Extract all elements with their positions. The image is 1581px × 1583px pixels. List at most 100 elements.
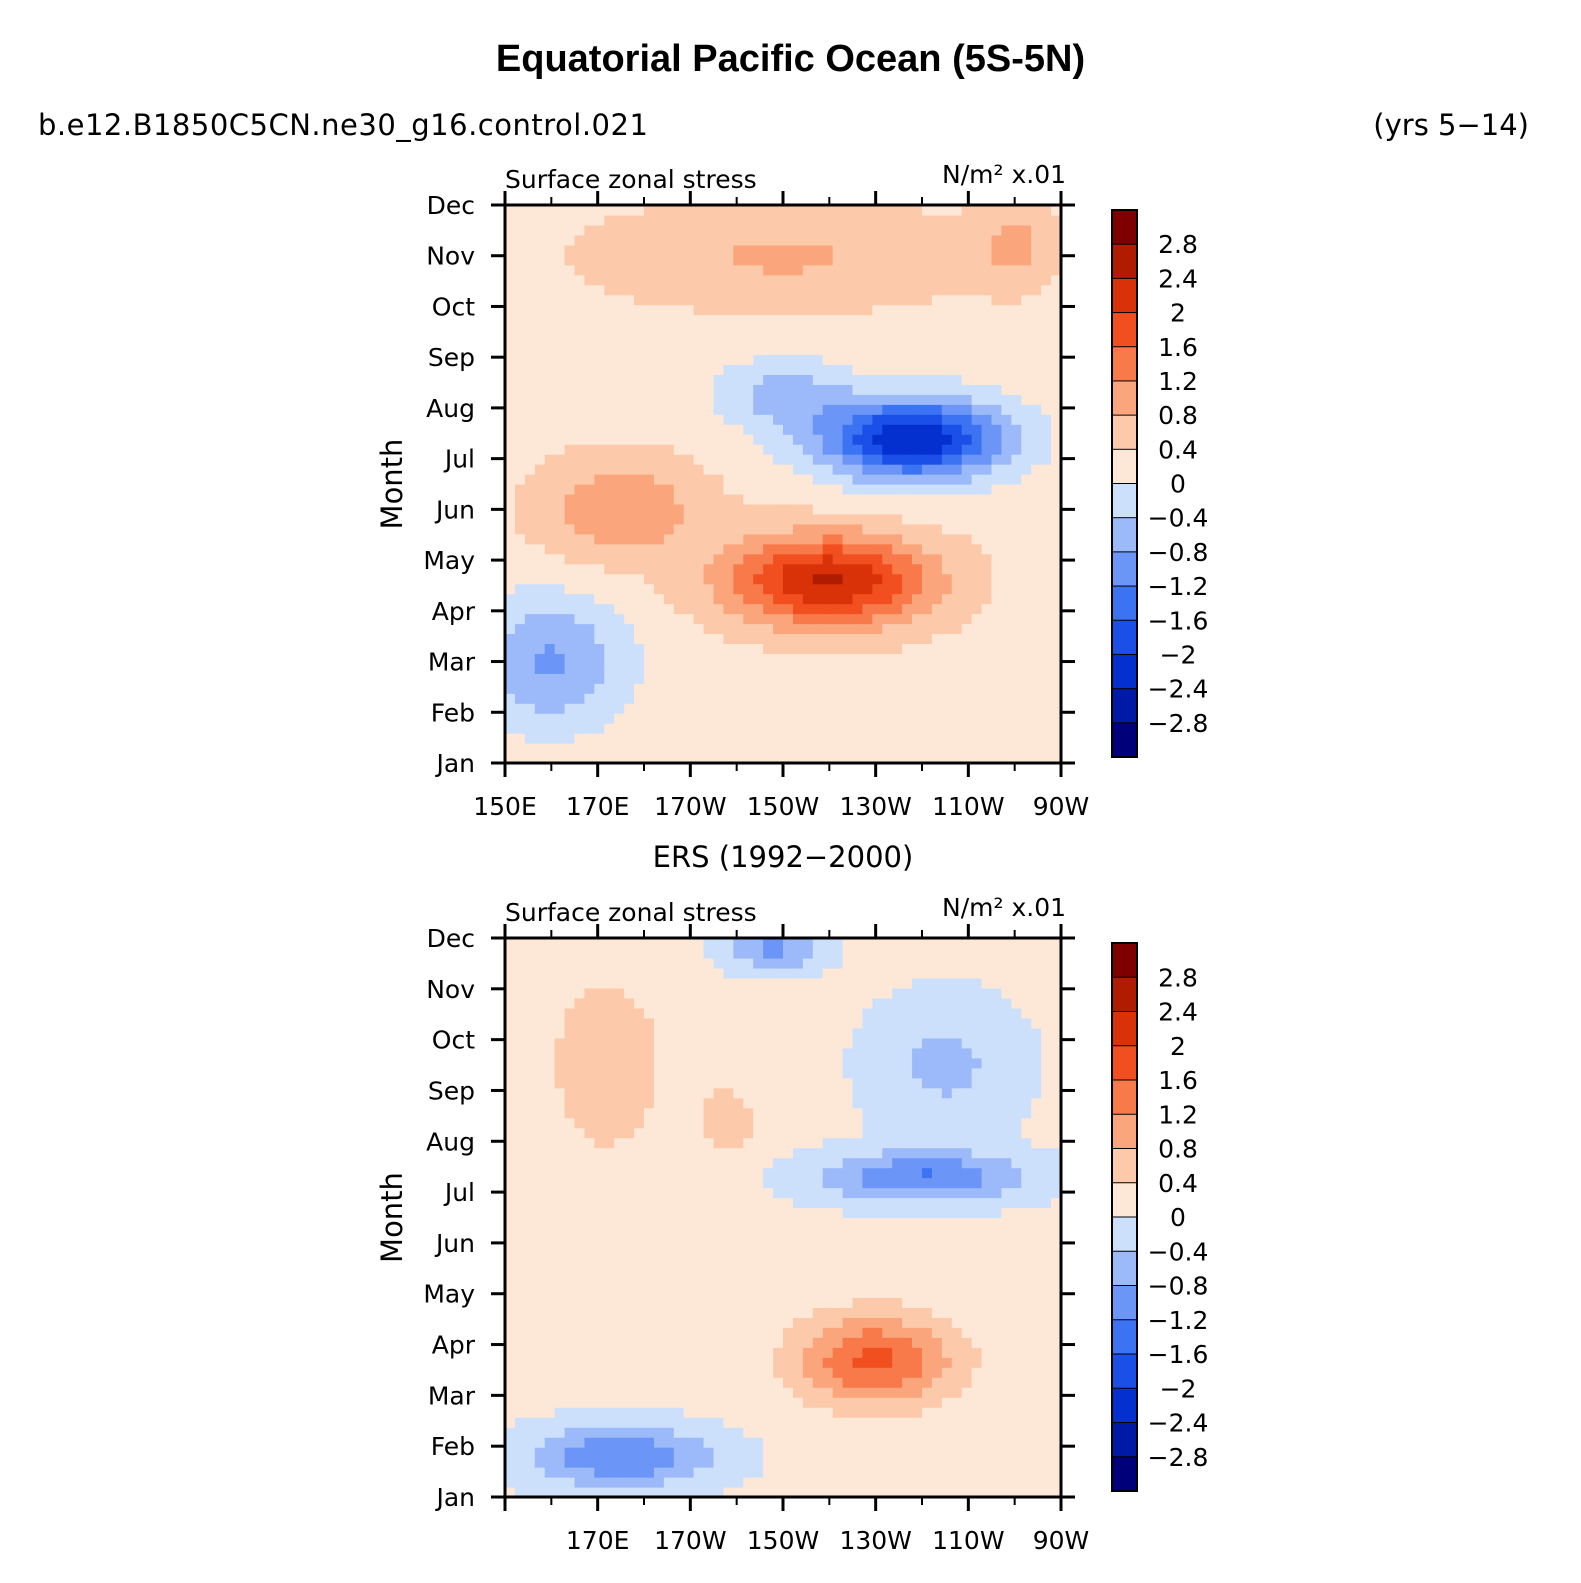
- field-cell: [931, 394, 943, 405]
- field-cell: [763, 1167, 774, 1179]
- field-cell: [544, 673, 556, 684]
- field-cell: [653, 573, 665, 585]
- field-cell: [713, 1017, 725, 1029]
- field-cell: [713, 957, 725, 969]
- field-cell: [1001, 364, 1012, 375]
- field-cell: [683, 523, 695, 535]
- field-cell: [653, 503, 665, 515]
- field-cell: [554, 1417, 566, 1428]
- field-cell: [574, 434, 586, 445]
- field-cell: [951, 743, 963, 754]
- field-cell: [783, 533, 794, 545]
- field-cell: [505, 214, 516, 226]
- field-cell: [524, 633, 536, 645]
- field-cell: [544, 1207, 556, 1219]
- field-cell: [524, 523, 536, 535]
- field-cell: [733, 394, 744, 405]
- colorbar-label: 1.2: [1158, 367, 1198, 396]
- field-cell: [961, 583, 973, 595]
- field-cell: [832, 623, 844, 635]
- field-cell: [604, 723, 615, 734]
- field-cell: [574, 1007, 586, 1019]
- field-cell: [783, 1087, 794, 1099]
- field-cell: [524, 1387, 536, 1398]
- field-cell: [773, 1347, 784, 1358]
- field-cell: [842, 324, 854, 336]
- field-cell: [872, 264, 883, 276]
- field-cell: [792, 1287, 804, 1298]
- field-cell: [872, 713, 883, 724]
- field-cell: [703, 938, 715, 949]
- field-cell: [862, 613, 873, 625]
- field-cell: [723, 1267, 734, 1278]
- field-cell: [802, 1257, 814, 1269]
- field-cell: [584, 334, 595, 346]
- field-cell: [822, 424, 834, 435]
- field-cell: [812, 1487, 824, 1498]
- field-cell: [673, 1137, 685, 1149]
- field-cell: [713, 1457, 725, 1468]
- field-cell: [644, 1117, 655, 1129]
- field-cell: [1051, 354, 1062, 366]
- field-cell: [505, 663, 516, 674]
- field-cell: [743, 1157, 754, 1169]
- field-cell: [1041, 304, 1052, 316]
- field-cell: [1001, 344, 1012, 356]
- field-cell: [683, 1107, 695, 1119]
- field-cell: [783, 977, 794, 989]
- field-cell: [604, 1227, 615, 1239]
- field-cell: [981, 404, 993, 415]
- field-cell: [902, 324, 913, 336]
- field-cell: [574, 364, 586, 375]
- field-cell: [574, 1177, 586, 1189]
- field-cell: [703, 334, 715, 346]
- field-cell: [634, 1437, 645, 1448]
- field-cell: [534, 1087, 546, 1099]
- field-cell: [564, 1267, 576, 1278]
- field-cell: [733, 444, 744, 455]
- field-cell: [802, 354, 814, 366]
- field-cell: [792, 1017, 804, 1029]
- field-cell: [574, 938, 586, 949]
- field-cell: [524, 474, 536, 485]
- field-cell: [991, 444, 1003, 455]
- field-cell: [653, 205, 665, 216]
- field-cell: [594, 1457, 605, 1468]
- field-cell: [554, 1057, 566, 1069]
- field-cell: [991, 264, 1003, 276]
- field-cell: [812, 254, 824, 266]
- field-cell: [703, 1017, 715, 1029]
- field-cell: [683, 1487, 695, 1498]
- field-cell: [653, 1367, 665, 1378]
- field-cell: [713, 294, 725, 306]
- field-cell: [743, 653, 754, 664]
- field-cell: [534, 603, 546, 615]
- field-cell: [634, 264, 645, 276]
- field-cell: [981, 414, 993, 425]
- field-cell: [634, 1057, 645, 1069]
- field-cell: [514, 643, 526, 654]
- field-cell: [505, 1127, 516, 1139]
- field-cell: [902, 444, 913, 455]
- field-cell: [922, 324, 933, 336]
- field-cell: [1041, 633, 1052, 645]
- field-cell: [723, 753, 734, 764]
- field-cell: [783, 454, 794, 465]
- field-cell: [584, 1437, 595, 1448]
- field-cell: [683, 1407, 695, 1418]
- field-cell: [614, 1157, 625, 1169]
- field-cell: [693, 294, 705, 306]
- field-cell: [1021, 623, 1032, 635]
- field-cell: [693, 523, 705, 535]
- field-cell: [852, 653, 864, 664]
- field-cell: [743, 264, 754, 276]
- field-cell: [554, 703, 566, 714]
- field-cell: [703, 593, 715, 605]
- field-cell: [922, 643, 933, 654]
- field-cell: [604, 1427, 615, 1438]
- field-cell: [753, 1407, 764, 1418]
- field-cell: [524, 324, 536, 336]
- field-cell: [574, 673, 586, 684]
- field-cell: [723, 523, 734, 535]
- field-cell: [743, 623, 754, 635]
